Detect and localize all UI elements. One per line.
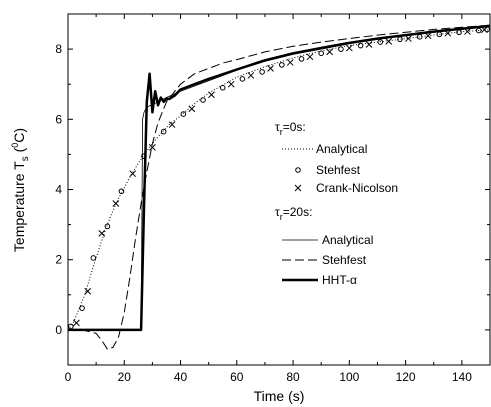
y-tick-label: 8 [55, 42, 62, 56]
stehfest-marker [338, 46, 344, 52]
axis-ticks: 0 20 40 60 80 100 120 140 0 2 4 6 8 [55, 13, 490, 384]
y-axis-title-main: Temperature T [11, 161, 27, 252]
crank-nicolson-marker [98, 230, 106, 237]
x-tick-label: 20 [118, 370, 132, 384]
stehfest-marker [219, 84, 226, 91]
stehfest-marker [79, 305, 85, 311]
y-tick-label: 4 [55, 183, 62, 197]
crank-nicolson-marker [405, 35, 412, 42]
crank-nicolson-marker [73, 319, 80, 327]
y-axis-title-open: ( [11, 147, 27, 156]
x-tick-label: 100 [339, 370, 359, 384]
stehfest-marker [118, 188, 125, 195]
stehfest-marker [200, 97, 206, 103]
series-line-dotted [67, 29, 491, 331]
crank-nicolson-marker [168, 121, 176, 128]
x-tick-label: 80 [286, 370, 300, 384]
legend-group-title-0: τr=0s: [275, 120, 306, 137]
legend-label-crank-nicolson: Crank-Nicolson [316, 181, 398, 195]
legend-label-analytical-1: Analytical [322, 233, 373, 247]
stehfest-marker [68, 323, 74, 330]
stehfest-marker [318, 50, 325, 57]
series-line-thin [68, 25, 491, 331]
stehfest-marker [104, 223, 111, 230]
crank-nicolson-marker [326, 48, 333, 56]
crank-nicolson-marker [149, 144, 156, 151]
series-line-dashed [68, 24, 491, 350]
x-tick-label: 140 [452, 370, 472, 384]
plot-layer [67, 24, 491, 350]
x-axis-title: Time (s) [254, 388, 305, 404]
legend-group-title-1: τr=20s: [275, 205, 312, 222]
crank-nicolson-marker [188, 105, 196, 113]
stehfest-marker [298, 56, 305, 62]
crank-nicolson-marker [84, 287, 92, 295]
crank-nicolson-marker [286, 59, 294, 66]
crank-nicolson-marker [227, 80, 235, 88]
stehfest-marker [377, 39, 384, 45]
stehfest-marker [160, 128, 167, 135]
stehfest-marker [416, 34, 423, 40]
crank-nicolson-marker [385, 38, 393, 45]
y-axis-title-sup: 0 [10, 143, 20, 148]
y-tick-label: 2 [55, 253, 62, 267]
crank-nicolson-marker [345, 44, 353, 52]
x-tick-label: 60 [230, 370, 244, 384]
y-axis-title: Temperature Ts (0C) [10, 128, 31, 252]
legend-label-stehfest-1: Stehfest [322, 253, 367, 267]
stehfest-marker [279, 62, 285, 68]
legend-label-stehfest-0: Stehfest [316, 163, 361, 177]
legend-swatch-cross [294, 184, 302, 192]
crank-nicolson-marker [208, 91, 215, 99]
stehfest-marker [90, 255, 97, 261]
plot-frame [67, 13, 491, 366]
legend-label-hht-alpha: HHT-α [322, 273, 357, 287]
series-line-thick [68, 24, 491, 332]
y-tick-label: 6 [55, 112, 62, 126]
y-axis-title-close: C) [11, 128, 27, 143]
x-tick-label: 120 [396, 370, 416, 384]
legend: τr=0s: Analytical Stehfest Crank-Nicolso… [275, 120, 398, 287]
legend-label-analytical-0: Analytical [316, 142, 367, 156]
x-tick-label: 0 [65, 370, 72, 384]
crank-nicolson-marker [112, 200, 120, 207]
y-axis-title-sub: s [20, 156, 31, 161]
stehfest-marker [436, 31, 443, 38]
crank-nicolson-marker [267, 65, 274, 72]
stehfest-marker [259, 69, 265, 75]
crank-nicolson-marker [365, 41, 373, 48]
crank-nicolson-marker [306, 53, 314, 61]
stehfest-marker [180, 111, 187, 117]
legend-swatch-circle [295, 167, 301, 173]
stehfest-marker [239, 76, 246, 82]
stehfest-marker [357, 42, 364, 49]
crank-nicolson-marker [129, 170, 137, 178]
crank-nicolson-marker [247, 72, 255, 79]
y-tick-label: 0 [55, 323, 62, 337]
x-tick-label: 40 [174, 370, 188, 384]
